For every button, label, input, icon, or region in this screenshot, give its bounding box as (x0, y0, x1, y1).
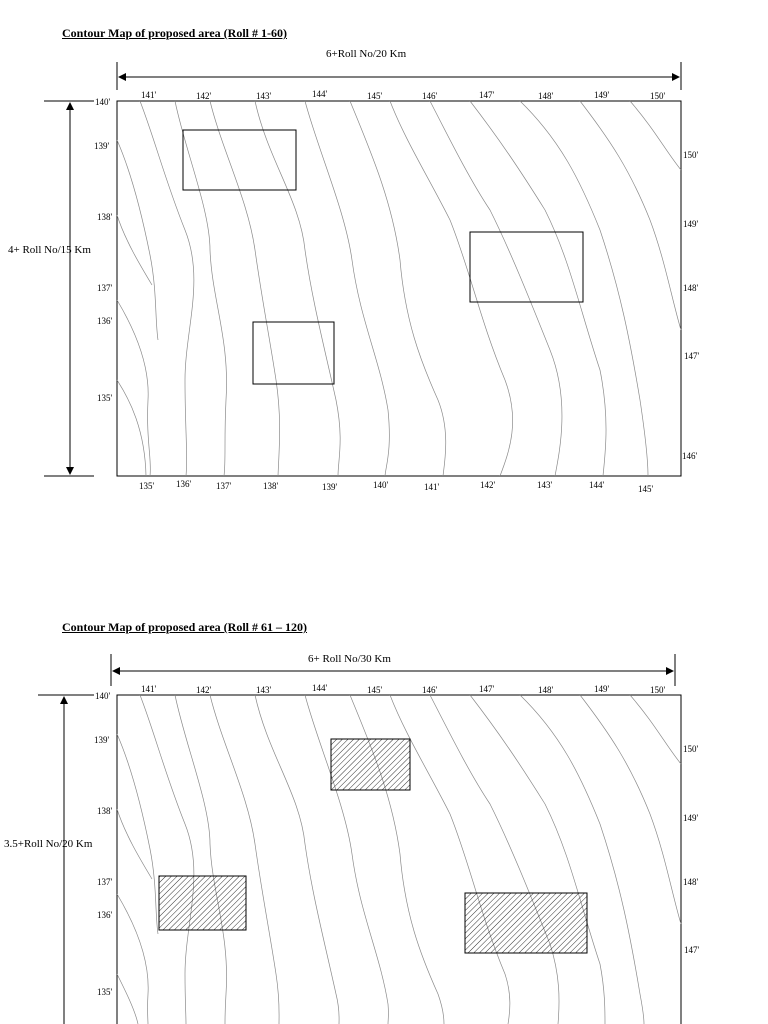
map1-bottom-tick: 141' (424, 482, 440, 492)
map2-top-tick: 150' (650, 685, 666, 695)
map2-area-rect-2 (158, 875, 247, 931)
map1-bottom-tick: 137' (216, 481, 232, 491)
map1-contours (116, 100, 682, 477)
map2-top-tick: 145' (367, 685, 383, 695)
map2-top-tick: 146' (422, 685, 438, 695)
map2-right-tick: 148' (683, 877, 699, 887)
map1-right-tick: 148' (683, 283, 699, 293)
map1-right-tick: 150' (683, 150, 699, 160)
map1-width-label: 6+Roll No/20 Km (326, 48, 407, 60)
map1-area-rect-3 (252, 321, 335, 385)
map2-top-tick: 142' (196, 685, 212, 695)
map1-top-tick: 143' (256, 91, 272, 101)
map1-area-rect-2 (469, 231, 584, 303)
map1-title: Contour Map of proposed area (Roll # 1-6… (62, 26, 287, 40)
map2-left-tick: 137' (97, 877, 113, 887)
map2-top-tick: 149' (594, 684, 610, 694)
map1-right-tick: 149' (683, 219, 699, 229)
map1-right-tick: 146' (682, 451, 698, 461)
map2-top-tick: 147' (479, 684, 495, 694)
map2-area-rect-1 (330, 738, 411, 791)
map1-left-tick: 140' (95, 97, 111, 107)
map1-left-tick: 138' (97, 212, 113, 222)
map1-top-tick: 147' (479, 90, 495, 100)
map1-bottom-tick: 136' (176, 479, 192, 489)
map2-left-tick: 139' (94, 735, 110, 745)
map1-left-tick: 137' (97, 283, 113, 293)
map1-left-tick: 136' (97, 316, 113, 326)
map1-bottom-tick: 140' (373, 480, 389, 490)
map1-height-label: 4+ Roll No/15 Km (8, 244, 91, 256)
map2-left-tick: 135' (97, 987, 113, 997)
map1-bottom-tick: 143' (537, 480, 553, 490)
map1-top-tick: 150' (650, 91, 666, 101)
map1-top-tick: 149' (594, 90, 610, 100)
map1-top-tick: 146' (422, 91, 438, 101)
map1-bottom-tick: 145' (638, 484, 654, 494)
map2-right-tick: 147' (684, 945, 700, 955)
map1-bottom-tick: 138' (263, 481, 279, 491)
map2-left-tick: 136' (97, 910, 113, 920)
map1-right-tick: 147' (684, 351, 700, 361)
map1-bottom-tick: 135' (139, 481, 155, 491)
map2-right-tick: 149' (683, 813, 699, 823)
map1-diagram (44, 62, 682, 477)
map2-area-rect-3 (464, 892, 588, 954)
map2-title: Contour Map of proposed area (Roll # 61 … (62, 620, 308, 634)
map2-left-tick: 138' (97, 806, 113, 816)
map1-bottom-tick: 142' (480, 480, 496, 490)
map2-contours (116, 694, 682, 1024)
map1-frame (116, 100, 682, 477)
map1-top-tick: 142' (196, 91, 212, 101)
map2-right-tick: 150' (683, 744, 699, 754)
map2-frame (116, 694, 682, 1024)
map2-top-tick: 148' (538, 685, 554, 695)
map1-top-tick: 148' (538, 91, 554, 101)
map2-width-label: 6+ Roll No/30 Km (308, 653, 391, 665)
map2-left-tick: 140' (95, 691, 111, 701)
map1-area-rect-1 (182, 129, 297, 191)
map2-top-tick: 143' (256, 685, 272, 695)
map1-top-tick: 141' (141, 90, 157, 100)
map1-bottom-tick: 144' (589, 480, 605, 490)
map2-top-tick: 141' (141, 684, 157, 694)
map1-left-tick: 139' (94, 141, 110, 151)
map2-diagram (38, 654, 682, 1024)
map2-top-tick: 144' (312, 683, 328, 693)
map1-top-tick: 144' (312, 89, 328, 99)
map1-bottom-tick: 139' (322, 482, 338, 492)
map1-top-tick: 145' (367, 91, 383, 101)
map2-height-label: 3.5+Roll No/20 Km (4, 838, 93, 850)
map1-left-tick: 135' (97, 393, 113, 403)
